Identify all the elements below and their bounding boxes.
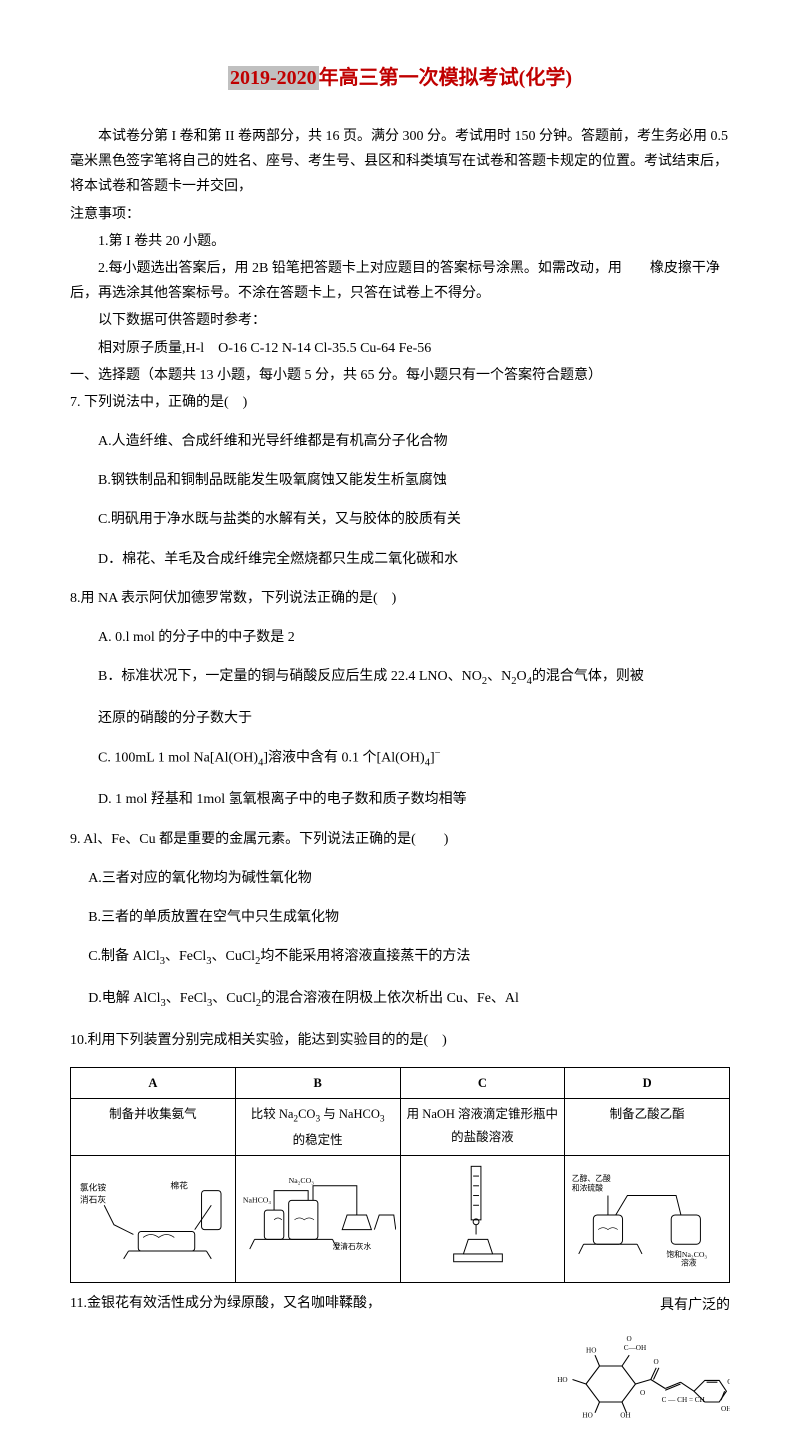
q8b-4: 的混合气体，则被 — [532, 669, 644, 684]
diagram-d: 乙醇、乙酸 和浓硫酸 饱和Na₂CO₃ 溶液 — [565, 1156, 730, 1283]
q8c-1: C. 100mL 1 mol Na[Al(OH) — [98, 751, 258, 766]
title-year: 2019-2020 — [228, 66, 319, 90]
experiment-table: A B C D 制备并收集氨气 比较 Na2CO3 与 NaHCO3的稳定性 用… — [70, 1067, 730, 1283]
col-c: C — [400, 1067, 565, 1099]
svg-text:OH: OH — [727, 1378, 730, 1386]
table-desc-row: 制备并收集氨气 比较 Na2CO3 与 NaHCO3的稳定性 用 NaOH 溶液… — [71, 1099, 730, 1156]
q8-opt-d: D. 1 mol 羟基和 1mol 氢氧根离子中的电子数和质子数均相等 — [70, 787, 730, 812]
svg-text:O: O — [627, 1335, 632, 1343]
q7-stem: 7. 下列说法中，正确的是( ) — [70, 390, 730, 415]
q9d-2: 、FeCl — [166, 991, 207, 1006]
col-a: A — [71, 1067, 236, 1099]
db4: 的稳定性 — [293, 1133, 343, 1147]
col-d: D — [565, 1067, 730, 1099]
desc-a: 制备并收集氨气 — [71, 1099, 236, 1156]
q8-opt-a: A. 0.l mol 的分子中的中子数是 2 — [70, 625, 730, 650]
apparatus-d-icon: 乙醇、乙酸 和浓硫酸 饱和Na₂CO₃ 溶液 — [569, 1160, 725, 1270]
q7-opt-b: B.钢铁制品和铜制品既能发生吸氧腐蚀又能发生析氢腐蚀 — [70, 468, 730, 493]
part-i-heading: 一、选择题（本题共 13 小题，每小题 5 分，共 65 分。每小题只有一个答案… — [70, 363, 730, 388]
diagram-a: 氯化铵 消石灰 棉花 — [71, 1156, 236, 1283]
desc-b: 比较 Na2CO3 与 NaHCO3的稳定性 — [235, 1099, 400, 1156]
intro-paragraph: 本试卷分第 I 卷和第 II 卷两部分，共 16 页。满分 300 分。考试用时… — [70, 124, 730, 200]
svg-text:HO: HO — [582, 1411, 592, 1419]
q9-stem: 9. Al、Fe、Cu 都是重要的金属元素。下列说法正确的是( ) — [70, 827, 730, 852]
desc-c: 用 NaOH 溶液滴定锥形瓶中的盐酸溶液 — [400, 1099, 565, 1156]
desc-d: 制备乙酸乙酯 — [565, 1099, 730, 1156]
db3: 与 NaHCO — [320, 1107, 380, 1121]
q7-opt-c: C.明矾用于净水既与盐类的水解有关，又与胶体的胶质有关 — [70, 507, 730, 532]
db1: 比较 Na — [251, 1107, 294, 1121]
q8b-2: 、N — [487, 669, 511, 684]
q7-opt-d: D．棉花、羊毛及合成纤维完全燃烧都只生成二氧化碳和水 — [70, 547, 730, 572]
q9c-2: 、FeCl — [165, 949, 206, 964]
q8-stem: 8.用 NA 表示阿伏加德罗常数，下列说法正确的是( ) — [70, 586, 730, 611]
q10-stem: 10.利用下列装置分别完成相关实验，能达到实验目的的是( ) — [70, 1028, 730, 1053]
svg-text:HO: HO — [557, 1376, 567, 1384]
q8b-1: B．标准状况下，一定量的铜与硝酸反应后生成 22.4 LNO、NO — [98, 669, 482, 684]
q9d-4: 的混合溶液在阴极上依次析出 Cu、Fe、Al — [261, 991, 519, 1006]
apparatus-a-icon: 氯化铵 消石灰 棉花 — [75, 1160, 231, 1270]
svg-text:OH: OH — [721, 1405, 730, 1413]
ref-data: 相对原子质量,H-l O-16 C-12 N-14 Cl-35.5 Cu-64 … — [70, 336, 730, 361]
ref-heading: 以下数据可供答题时参考： — [70, 308, 730, 333]
q9c-1: C.制备 AlCl — [88, 949, 160, 964]
notice-2: 2.每小题选出答案后，用 2B 铅笔把答题卡上对应题目的答案标号涂黑。如需改动，… — [70, 256, 730, 306]
title-rest: 年高三第一次模拟考试(化学) — [319, 67, 572, 89]
label-d2: 和浓硫酸 — [572, 1183, 603, 1193]
label-a1: 氯化铵 — [80, 1182, 106, 1193]
table-header-row: A B C D — [71, 1067, 730, 1099]
db2: CO — [298, 1107, 315, 1121]
apparatus-c-icon — [405, 1160, 561, 1270]
q11-stem-a: 11.金银花有效活性成分为绿原酸，又名咖啡鞣酸， — [70, 1296, 381, 1311]
q7-opt-a: A.人造纤维、合成纤维和光导纤维都是有机高分子化合物 — [70, 429, 730, 454]
notice-2a: 2.每小题选出答案后，用 2B 铅笔把答题卡上对应题目的答案标号涂黑。如需改动，… — [98, 261, 622, 276]
q9c-3: 、CuCl — [212, 949, 256, 964]
q8-opt-b2: 还原的硝酸的分子数大于 — [70, 706, 730, 731]
label-d4: 溶液 — [681, 1258, 697, 1268]
q9-opt-c: C.制备 AlCl3、FeCl3、CuCl2均不能采用将溶液直接蒸干的方法 — [70, 944, 730, 972]
notice-1: 1.第 I 卷共 20 小题。 — [70, 229, 730, 254]
apparatus-b-icon: NaHCO₃ Na₂CO₃ 澄清石灰水 — [240, 1160, 396, 1270]
q9c-4: 均不能采用将溶液直接蒸干的方法 — [260, 949, 470, 964]
diagram-c — [400, 1156, 565, 1283]
q11-row: 11.金银花有效活性成分为绿原酸，又名咖啡鞣酸， 具有广泛的 — [70, 1289, 730, 1330]
diagram-b: NaHCO₃ Na₂CO₃ 澄清石灰水 — [235, 1156, 400, 1283]
q8-opt-b: B．标准状况下，一定量的铜与硝酸反应后生成 22.4 LNO、NO2、N2O4的… — [70, 664, 730, 692]
label-d3: 饱和Na₂CO₃ — [667, 1249, 708, 1259]
label-b1: NaHCO₃ — [243, 1195, 271, 1204]
q11-stem: 11.金银花有效活性成分为绿原酸，又名咖啡鞣酸， — [70, 1291, 600, 1316]
svg-text:HO: HO — [586, 1346, 596, 1354]
q8-opt-c: C. 100mL 1 mol Na[Al(OH)4]溶液中含有 0.1 个[Al… — [70, 745, 730, 773]
q11-stem-b: 具有广泛的 — [660, 1298, 730, 1313]
molecule-icon: HO HO OH HO C—OH O O O C — CH = CH OH OH — [550, 1330, 730, 1420]
svg-text:O: O — [640, 1389, 645, 1397]
svg-text:O: O — [654, 1358, 659, 1366]
page-title: 2019-2020年高三第一次模拟考试(化学) — [70, 60, 730, 96]
svg-text:OH: OH — [620, 1411, 630, 1419]
label-a2: 消石灰 — [80, 1193, 106, 1204]
q9-opt-a: A.三者对应的氧化物均为碱性氧化物 — [70, 866, 730, 891]
q9-opt-b: B.三者的单质放置在空气中只生成氧化物 — [70, 905, 730, 930]
label-b2: Na₂CO₃ — [288, 1176, 314, 1185]
notice-heading: 注意事项： — [70, 202, 730, 227]
label-d1: 乙醇、乙酸 — [572, 1173, 611, 1183]
q8b-3: O — [516, 669, 526, 684]
svg-text:C — CH = CH: C — CH = CH — [662, 1396, 705, 1404]
svg-text:C—OH: C—OH — [624, 1344, 646, 1352]
q8c-2: ]溶液中含有 0.1 个[Al(OH) — [263, 751, 424, 766]
q9-opt-d: D.电解 AlCl3、FeCl3、CuCl2的混合溶液在阴极上依次析出 Cu、F… — [70, 986, 730, 1014]
q9d-3: 、CuCl — [212, 991, 256, 1006]
col-b: B — [235, 1067, 400, 1099]
q9d-1: D.电解 AlCl — [88, 991, 160, 1006]
table-diagram-row: 氯化铵 消石灰 棉花 Na — [71, 1156, 730, 1283]
label-b3: 澄清石灰水 — [332, 1241, 371, 1251]
label-a3: 棉花 — [170, 1180, 188, 1191]
